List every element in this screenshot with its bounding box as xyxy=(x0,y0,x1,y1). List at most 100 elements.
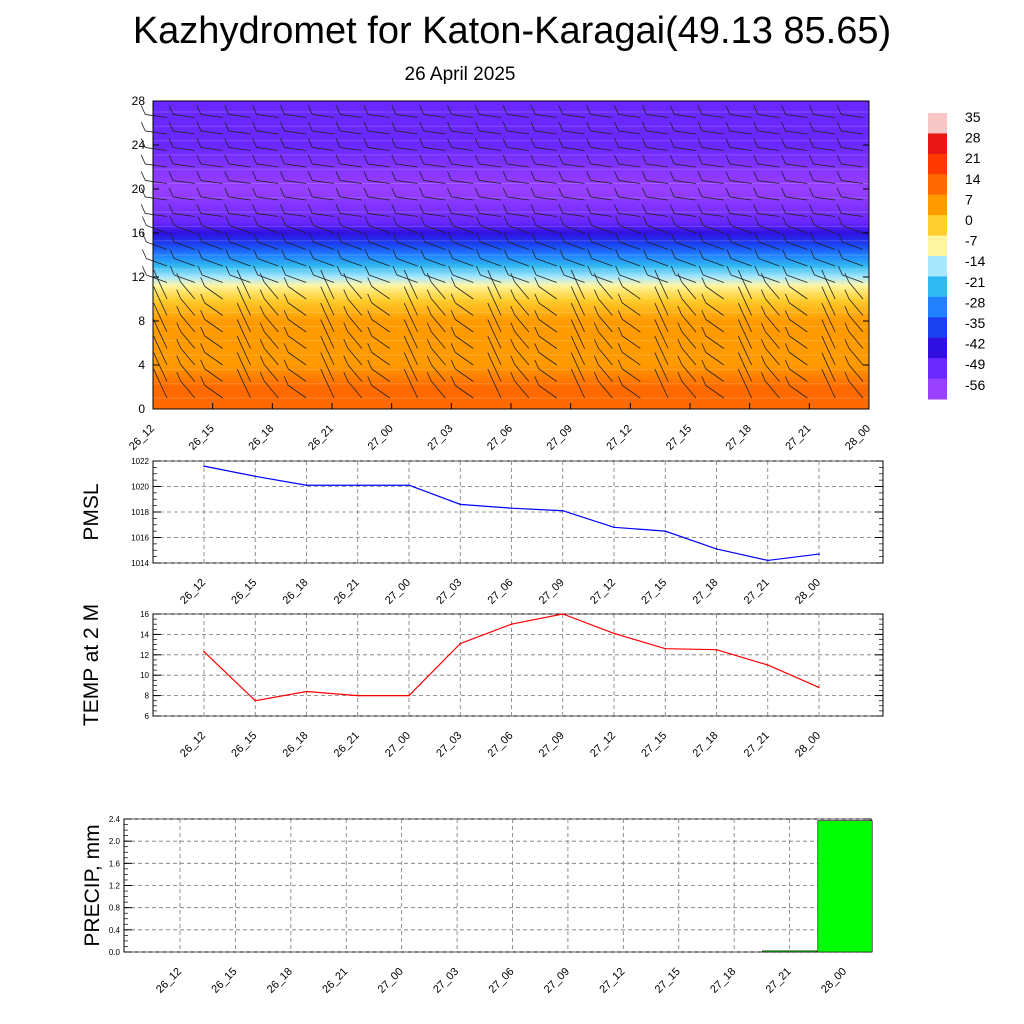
wind-barb-flag xyxy=(586,187,592,198)
wind-barb xyxy=(479,114,502,118)
wind-barb-flag xyxy=(140,154,146,165)
wind-barb xyxy=(452,258,474,267)
wind-barb xyxy=(145,114,168,118)
wind-barb xyxy=(313,225,335,234)
y-tick-label: 1.2 xyxy=(109,882,121,891)
wind-barb xyxy=(681,281,697,300)
wind-barb xyxy=(284,147,307,151)
wind-barb xyxy=(705,335,725,349)
wind-barb-flag xyxy=(726,232,732,243)
wind-barb xyxy=(407,361,418,382)
wind-barb-flag xyxy=(677,338,683,349)
y-tick-label: 4 xyxy=(138,358,145,372)
wind-barb xyxy=(701,180,724,184)
wind-barb-flag xyxy=(641,154,647,165)
wind-barb xyxy=(507,130,529,135)
wind-barb xyxy=(240,328,251,349)
x-tick-label: 27_18 xyxy=(691,730,721,760)
wind-barb xyxy=(371,385,390,399)
precip-bar xyxy=(817,820,873,953)
x-tick-label: 26_18 xyxy=(281,577,311,607)
wind-barb xyxy=(646,114,669,118)
wind-barb xyxy=(619,258,641,267)
wind-barb-flag xyxy=(617,326,623,337)
wind-barb xyxy=(256,196,279,201)
wind-barb xyxy=(702,258,724,267)
wind-barb-flag xyxy=(419,105,424,115)
wind-barb-flag xyxy=(153,269,159,280)
wind-barb-flag xyxy=(320,302,326,313)
wind-barb xyxy=(228,213,251,217)
colorbar-label: -42 xyxy=(965,336,985,352)
wind-barb xyxy=(204,302,223,316)
wind-barb xyxy=(229,258,251,267)
wind-barb-flag xyxy=(570,302,576,313)
x-tick-label: 27_06 xyxy=(486,730,516,760)
wind-barb-flag xyxy=(821,335,827,346)
wind-barb-flag xyxy=(364,216,370,226)
pmsl-point xyxy=(356,484,359,487)
wind-barb-flag xyxy=(283,376,289,386)
wind-barb-flag xyxy=(367,359,373,370)
y-tick-label: 1020 xyxy=(131,483,149,492)
wind-barb xyxy=(312,147,335,151)
wind-barb xyxy=(423,213,446,217)
colorbar-label: -7 xyxy=(965,233,978,249)
wind-barb-flag xyxy=(281,249,286,259)
wind-barb xyxy=(825,344,836,366)
wind-barb xyxy=(229,225,251,234)
wind-barb-flag xyxy=(343,322,349,332)
wind-barb xyxy=(729,130,752,135)
wind-barb xyxy=(814,258,836,267)
wind-barb-flag xyxy=(140,138,146,148)
wind-barb-flag xyxy=(281,232,286,243)
wind-barb-flag xyxy=(677,322,683,332)
wind-barb xyxy=(729,147,752,151)
wind-barb-flag xyxy=(754,216,760,226)
wind-barb xyxy=(825,311,836,333)
wind-barb xyxy=(842,274,864,283)
wind-barb-flag xyxy=(140,171,146,181)
wind-barb-flag xyxy=(392,265,398,276)
wind-barb xyxy=(507,114,529,118)
wind-barb xyxy=(841,213,864,217)
wind-barb-flag xyxy=(253,232,259,243)
wind-barb-flag xyxy=(781,138,786,148)
y-tick-label: 20 xyxy=(132,182,146,196)
wind-barb-flag xyxy=(236,335,242,346)
wind-barb-flag xyxy=(474,154,480,165)
temp-point xyxy=(766,664,769,666)
colorbar-swatch xyxy=(928,235,947,257)
wind-barb xyxy=(765,314,780,333)
wind-barb xyxy=(730,258,752,267)
wind-barb xyxy=(534,196,557,201)
wind-barb xyxy=(618,196,641,201)
colorbar-swatch xyxy=(928,133,947,155)
wind-barb-flag xyxy=(320,286,326,296)
wind-barb xyxy=(200,114,223,118)
wind-barb xyxy=(180,298,196,316)
wind-barb-flag xyxy=(426,322,432,332)
wind-barb xyxy=(157,311,168,333)
wind-barb-flag xyxy=(701,343,707,353)
page-subtitle: 26 April 2025 xyxy=(404,64,516,85)
wind-barb-flag xyxy=(641,171,647,181)
wind-barb-flag xyxy=(283,277,289,287)
wind-barb-flag xyxy=(809,121,814,132)
wind-barb xyxy=(256,180,279,184)
wind-barb-flag xyxy=(593,338,599,349)
wind-barb xyxy=(765,298,780,316)
wind-barb xyxy=(730,225,752,234)
wind-barb-flag xyxy=(502,204,508,214)
wind-barb xyxy=(180,347,196,366)
wind-barb-flag xyxy=(725,171,731,181)
wind-barb xyxy=(674,213,697,217)
wind-barb-flag xyxy=(558,154,564,165)
wind-barb xyxy=(538,335,557,349)
wind-barb xyxy=(705,368,725,382)
wind-barb-flag xyxy=(224,154,230,165)
wind-barb xyxy=(562,147,585,151)
wind-barb xyxy=(765,347,780,366)
wind-barb-flag xyxy=(782,265,788,276)
wind-barb xyxy=(597,364,613,382)
